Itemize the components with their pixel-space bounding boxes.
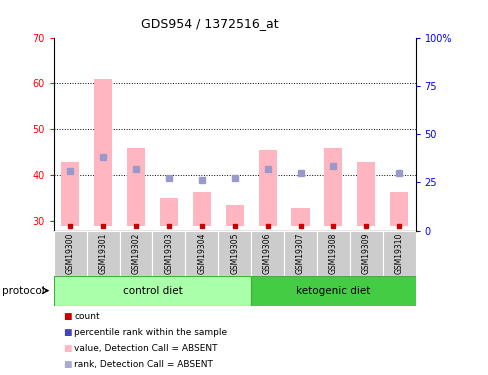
Text: GSM19304: GSM19304	[197, 233, 206, 274]
Bar	[382, 231, 415, 276]
Bar	[54, 231, 86, 276]
Text: value, Detection Call = ABSENT: value, Detection Call = ABSENT	[74, 344, 217, 353]
Text: ■: ■	[63, 360, 72, 369]
Bar	[251, 276, 415, 306]
Bar	[192, 192, 210, 226]
Bar	[86, 231, 120, 276]
Text: GSM19306: GSM19306	[263, 233, 271, 274]
Bar	[54, 276, 251, 306]
Bar	[251, 231, 284, 276]
Bar	[127, 148, 145, 226]
Bar	[61, 162, 79, 226]
Bar	[185, 231, 218, 276]
Bar	[291, 208, 309, 226]
Text: ■: ■	[63, 328, 72, 337]
Text: GSM19309: GSM19309	[361, 233, 370, 274]
Bar	[152, 231, 185, 276]
Bar	[225, 206, 243, 226]
Text: GSM19307: GSM19307	[295, 233, 305, 274]
Text: count: count	[74, 312, 100, 321]
Text: GDS954 / 1372516_at: GDS954 / 1372516_at	[141, 17, 279, 30]
Text: GSM19301: GSM19301	[99, 233, 107, 274]
Text: GSM19305: GSM19305	[230, 233, 239, 274]
Bar	[284, 231, 316, 276]
Text: ketogenic diet: ketogenic diet	[296, 286, 370, 296]
Text: percentile rank within the sample: percentile rank within the sample	[74, 328, 227, 337]
Text: GSM19302: GSM19302	[131, 233, 140, 274]
Text: ■: ■	[63, 312, 72, 321]
Bar	[316, 231, 349, 276]
Bar	[357, 162, 375, 226]
Text: GSM19308: GSM19308	[328, 233, 337, 274]
Text: ■: ■	[63, 344, 72, 353]
Text: GSM19300: GSM19300	[65, 233, 75, 274]
Text: GSM19303: GSM19303	[164, 233, 173, 274]
Bar	[160, 198, 178, 226]
Text: protocol: protocol	[2, 286, 45, 296]
Bar	[324, 148, 342, 226]
Text: control diet: control diet	[122, 286, 182, 296]
Bar	[94, 79, 112, 226]
Text: rank, Detection Call = ABSENT: rank, Detection Call = ABSENT	[74, 360, 213, 369]
Bar	[349, 231, 382, 276]
Bar	[389, 192, 407, 226]
Bar	[120, 231, 152, 276]
Bar	[258, 150, 276, 226]
Bar	[218, 231, 251, 276]
Text: GSM19310: GSM19310	[394, 233, 403, 274]
